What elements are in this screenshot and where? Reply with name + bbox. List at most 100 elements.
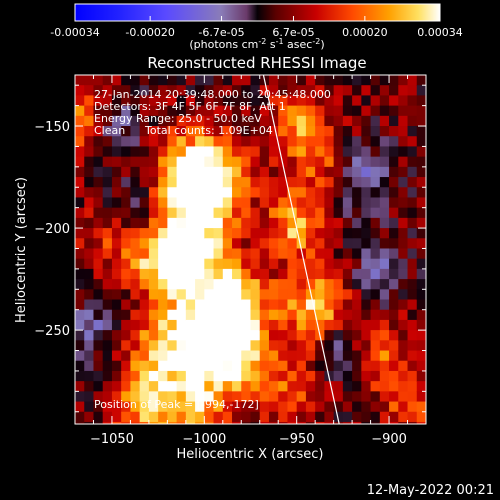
heatmap-pixel bbox=[407, 248, 418, 260]
heatmap-pixel bbox=[389, 85, 399, 96]
heatmap-pixel bbox=[148, 105, 159, 117]
heatmap-pixel bbox=[111, 166, 122, 178]
heatmap-pixel bbox=[250, 166, 261, 178]
heatmap-pixel bbox=[93, 238, 104, 250]
heatmap-pixel bbox=[398, 309, 409, 321]
heatmap-pixel bbox=[102, 268, 113, 280]
heatmap-pixel bbox=[250, 85, 261, 96]
heatmap-pixel bbox=[93, 340, 104, 352]
heatmap-pixel bbox=[84, 401, 95, 413]
heatmap-pixel bbox=[241, 350, 252, 362]
heatmap-pixel bbox=[176, 197, 187, 209]
heatmap-pixel bbox=[250, 228, 261, 239]
heatmap-pixel bbox=[102, 217, 113, 229]
heatmap-pixel bbox=[315, 391, 325, 403]
heatmap-pixel bbox=[222, 421, 233, 424]
heatmap-pixel bbox=[195, 309, 205, 321]
heatmap-pixel bbox=[204, 299, 215, 311]
heatmap-pixel bbox=[268, 299, 279, 311]
heatmap-pixel bbox=[111, 95, 122, 107]
heatmap-pixel bbox=[111, 177, 122, 188]
heatmap-pixel bbox=[398, 166, 409, 178]
heatmap-pixel bbox=[241, 136, 252, 148]
heatmap-pixel bbox=[278, 95, 289, 107]
heatmap-pixel bbox=[379, 350, 390, 362]
heatmap-pixel bbox=[121, 248, 132, 260]
heatmap-pixel bbox=[130, 268, 141, 280]
heatmap-pixel bbox=[222, 85, 233, 96]
heatmap-pixel bbox=[296, 391, 307, 403]
heatmap-pixel bbox=[158, 381, 168, 392]
heatmap-pixel bbox=[84, 217, 95, 229]
heatmap-pixel bbox=[416, 156, 426, 168]
heatmap-pixel bbox=[185, 166, 196, 178]
heatmap-pixel bbox=[158, 95, 168, 107]
heatmap-pixel bbox=[158, 238, 168, 250]
heatmap-pixel bbox=[121, 289, 132, 301]
heatmap-pixel bbox=[268, 279, 279, 290]
heatmap-pixel bbox=[278, 85, 289, 96]
heatmap-pixel bbox=[204, 360, 215, 372]
heatmap-pixel bbox=[361, 126, 372, 137]
heatmap-pixel bbox=[111, 197, 122, 209]
heatmap-pixel bbox=[213, 330, 224, 341]
heatmap-pixel bbox=[407, 421, 418, 424]
heatmap-pixel bbox=[195, 258, 205, 270]
heatmap-pixel bbox=[296, 289, 307, 301]
heatmap-pixel bbox=[195, 391, 205, 403]
heatmap-pixel bbox=[278, 421, 289, 424]
heatmap-pixel bbox=[296, 258, 307, 270]
heatmap-pixel bbox=[305, 350, 316, 362]
heatmap-pixel bbox=[352, 299, 362, 311]
heatmap-pixel bbox=[130, 217, 141, 229]
heatmap-pixel bbox=[213, 421, 224, 424]
heatmap-pixel bbox=[158, 401, 168, 413]
heatmap-pixel bbox=[324, 187, 335, 199]
heatmap-pixel bbox=[361, 95, 372, 107]
heatmap-pixel bbox=[176, 217, 187, 229]
heatmap-pixel bbox=[416, 197, 426, 209]
heatmap-pixel bbox=[342, 115, 353, 127]
heatmap-pixel bbox=[315, 340, 325, 352]
heatmap-pixel bbox=[167, 350, 178, 362]
heatmap-pixel bbox=[268, 289, 279, 301]
heatmap-pixel bbox=[305, 146, 316, 158]
heatmap-pixel bbox=[84, 370, 95, 382]
heatmap-pixel bbox=[361, 166, 372, 178]
heatmap-pixel bbox=[139, 401, 150, 413]
heatmap-pixel bbox=[333, 350, 344, 362]
heatmap-pixel bbox=[407, 126, 418, 137]
heatmap-pixel bbox=[130, 401, 141, 413]
heatmap-pixel bbox=[361, 136, 372, 148]
heatmap-pixel bbox=[407, 197, 418, 209]
heatmap-pixel bbox=[342, 279, 353, 290]
heatmap-pixel bbox=[121, 217, 132, 229]
heatmap-pixel bbox=[278, 330, 289, 341]
heatmap-pixel bbox=[324, 360, 335, 372]
heatmap-pixel bbox=[222, 248, 233, 260]
heatmap-pixel bbox=[305, 381, 316, 392]
heatmap-pixel bbox=[241, 421, 252, 424]
heatmap-pixel bbox=[352, 136, 362, 148]
heatmap-pixel bbox=[84, 248, 95, 260]
heatmap-pixel bbox=[287, 370, 298, 382]
heatmap-pixel bbox=[416, 166, 426, 178]
heatmap-pixel bbox=[342, 166, 353, 178]
colorbar-tick-label: 0.00020 bbox=[342, 26, 388, 39]
heatmap-pixel bbox=[389, 146, 399, 158]
heatmap-pixel bbox=[148, 309, 159, 321]
heatmap-pixel bbox=[324, 105, 335, 117]
heatmap-pixel bbox=[148, 299, 159, 311]
heatmap-pixel bbox=[342, 177, 353, 188]
heatmap-pixel bbox=[232, 166, 242, 178]
heatmap-pixel bbox=[250, 299, 261, 311]
heatmap-pixel bbox=[232, 360, 242, 372]
heatmap-pixel bbox=[121, 166, 132, 178]
heatmap-pixel bbox=[121, 105, 132, 117]
heatmap-pixel bbox=[250, 238, 261, 250]
heatmap-pixel bbox=[278, 248, 289, 260]
heatmap-pixel bbox=[268, 207, 279, 219]
heatmap-pixel bbox=[361, 340, 372, 352]
heatmap-pixel bbox=[324, 401, 335, 413]
heatmap-pixel bbox=[315, 105, 325, 117]
